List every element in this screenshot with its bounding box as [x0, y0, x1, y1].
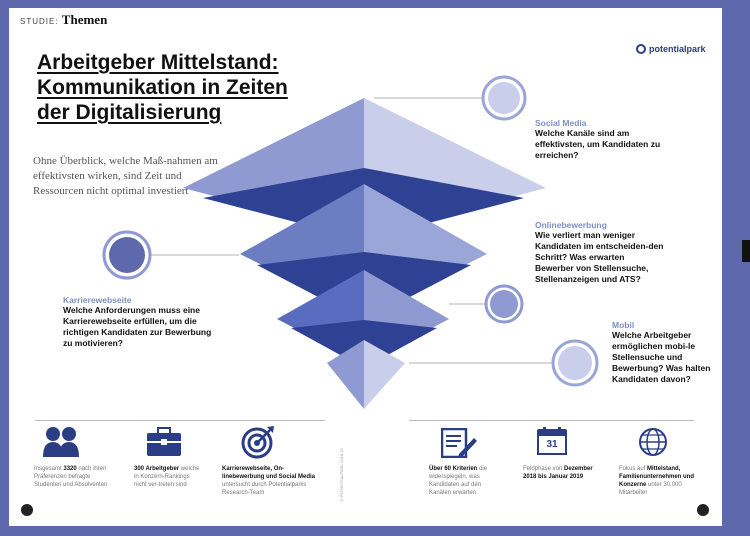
header-prefix: STUDIE: — [20, 17, 59, 26]
stat-fieldphase-pre: Feldphase von — [523, 466, 565, 472]
stat-fieldphase-bold: Dezember 2018 bis Januar 2019 — [523, 466, 593, 480]
logo-icon — [636, 44, 646, 54]
header-section: Themen — [61, 12, 108, 27]
stat-respondents-number: 3320 — [63, 466, 77, 472]
mobil-block: Mobil Welche Arbeitgeber ermöglichen mob… — [612, 320, 722, 385]
karrierewebseite-question: Welche Anforderungen muss eine Karrierew… — [63, 305, 212, 348]
pyramid-graphic — [102, 75, 599, 409]
pyramid-tip-right — [364, 340, 405, 409]
vertical-copyright: © POTENTIALPARK 2018-19 — [339, 448, 344, 503]
stat-channels-text: untersucht durch Potentialparks Research… — [222, 482, 307, 496]
pyramid-tip-left — [327, 340, 364, 409]
karriere-circle-inner — [109, 237, 145, 273]
page-title: Arbeitgeber Mittelstand: Kommunikation i… — [37, 50, 337, 125]
stat-focus-pre: Fokus auf — [619, 466, 648, 472]
page-edge-tab — [742, 240, 750, 262]
karrierewebseite-heading: Karrierewebseite — [63, 295, 132, 305]
stat-employers-text: welche in Konzern-Rankings nicht ver-tre… — [134, 466, 200, 488]
infographic-page: STUDIE: Themen potentialpark Arbeitgeber… — [9, 8, 722, 526]
onlinebewerbung-question: Wie verliert man weniger Kandidaten im e… — [535, 230, 664, 284]
karrierewebseite-block: Karrierewebseite Welche Anforderungen mu… — [63, 295, 223, 349]
social-media-question: Welche Kanäle sind am effektivsten, um K… — [535, 128, 661, 160]
title-line-2: Kommunikation in Zeiten — [37, 76, 288, 99]
stat-employers-bold: 300 Arbeitgeber — [134, 466, 180, 472]
bottom-divider-left — [35, 420, 325, 421]
connector-lines — [147, 97, 554, 364]
stat-respondents-pre: Insgesamt — [34, 466, 64, 472]
people-icon — [43, 427, 79, 457]
document-icon — [441, 428, 477, 458]
target-icon — [241, 426, 274, 459]
social-media-circle-inner — [488, 82, 520, 114]
stat-focus: Fokus auf Mittelstand, Familienunternehm… — [619, 465, 699, 497]
stat-channels-bold: Karrierewebseite, On-linebewerbung und S… — [222, 466, 316, 480]
title-line-1: Arbeitgeber Mittelstand: — [37, 51, 279, 74]
briefcase-icon — [147, 427, 181, 456]
social-media-heading: Social Media — [535, 118, 587, 128]
seal-mark-left — [21, 504, 33, 516]
stat-focus-text: unter 30.000 Mitarbeiter — [619, 482, 682, 496]
calendar-day: 31 — [537, 436, 567, 455]
potentialpark-logo: potentialpark — [636, 44, 706, 54]
stat-criteria-bold: Über 60 Kriterien — [429, 466, 478, 472]
stat-respondents: Insgesamt 3320 nach ihren Präferenzen be… — [34, 465, 109, 489]
onlinebewerbung-heading: Onlinebewerbung — [535, 220, 607, 230]
stat-fieldphase: Feldphase von Dezember 2018 bis Januar 2… — [523, 465, 603, 481]
page-header: STUDIE: Themen — [20, 12, 107, 28]
mobil-question: Welche Arbeitgeber ermöglichen mobi-le S… — [612, 330, 711, 384]
intro-text: Ohne Überblick, welche Maß-nahmen am eff… — [33, 155, 218, 197]
social-media-block: Social Media Welche Kanäle sind am effek… — [535, 118, 675, 161]
online-circle-inner — [490, 290, 518, 318]
globe-icon — [639, 428, 667, 456]
calendar-icon: 31 — [537, 427, 567, 457]
stat-employers: 300 Arbeitgeber welche in Konzern-Rankin… — [134, 465, 204, 489]
stat-respondents-text: nach ihren Präferenzen befragte Studente… — [34, 466, 108, 488]
stat-focus-bold: Mittelstand, Familienunternehmen und Kon… — [619, 466, 695, 488]
stat-criteria-text: die widerspiegeln, was Kandidaten auf de… — [429, 466, 488, 496]
bottom-divider-right — [409, 420, 694, 421]
mobil-circle-inner — [558, 346, 592, 380]
title-line-3: der Digitalisierung — [37, 101, 222, 124]
stat-channels: Karrierewebseite, On-linebewerbung und S… — [222, 465, 322, 497]
stat-criteria: Über 60 Kriterien die widerspiegeln, was… — [429, 465, 504, 497]
onlinebewerbung-block: Onlinebewerbung Wie verliert man weniger… — [535, 220, 665, 285]
logo-text: potentialpark — [649, 44, 706, 54]
seal-mark-right — [697, 504, 709, 516]
mobil-heading: Mobil — [612, 320, 635, 330]
